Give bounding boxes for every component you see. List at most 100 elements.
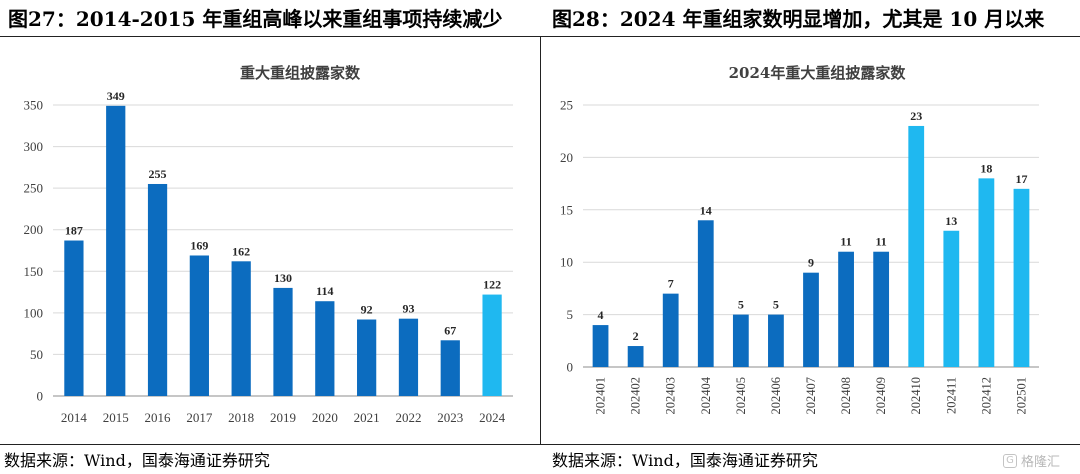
data-label: 9	[808, 256, 814, 270]
bar	[189, 255, 209, 396]
bar	[398, 318, 419, 396]
y-tick-label: 0	[37, 389, 44, 404]
data-label: 11	[840, 235, 851, 249]
bar	[908, 125, 925, 368]
bar	[768, 314, 784, 367]
x-tick-label: 2018	[228, 410, 254, 425]
bar	[147, 183, 168, 396]
data-label: 114	[316, 284, 333, 298]
bar	[231, 261, 251, 396]
data-label: 7	[668, 277, 674, 291]
x-tick-label: 202406	[769, 377, 783, 415]
right-source-note: 数据来源：Wind，国泰海通证券研究	[552, 451, 818, 470]
watermark: G 格隆汇	[1003, 451, 1060, 470]
y-tick-label: 250	[24, 181, 44, 196]
x-tick-label: 202411	[944, 377, 958, 414]
bar	[838, 251, 854, 367]
x-tick-label: 202404	[699, 376, 713, 414]
y-tick-label: 100	[24, 305, 44, 320]
x-tick-label: 2017	[186, 410, 213, 425]
right-chart-title: 2024年重大重组披露家数	[728, 64, 906, 82]
bar	[943, 230, 960, 367]
right-figure-title: 图28：2024 年重组家数明显增加，尤其是 10 月以来	[552, 7, 1045, 31]
bar	[106, 105, 126, 397]
x-tick-label: 202408	[839, 377, 853, 415]
panel-divider	[540, 37, 541, 444]
right-bar-chart: 0 5 10 15 20 25 4 202401 2 202402 7 202403 14 202404 5…	[560, 98, 1039, 415]
left-chart-title: 重大重组披露家数	[239, 64, 360, 82]
x-tick-label: 202409	[874, 377, 888, 415]
y-tick-label: 20	[560, 150, 573, 165]
y-tick-label: 350	[24, 98, 44, 113]
bar	[273, 287, 293, 396]
y-tick-label: 300	[24, 139, 44, 154]
left-bar-chart: 0 50 100 150 200 250 300 350 187 2014 349 2015 255 20…	[24, 89, 513, 425]
bar	[732, 314, 749, 367]
data-label: 17	[1015, 172, 1027, 186]
data-label: 13	[945, 214, 957, 228]
bar	[1013, 188, 1030, 367]
bar	[697, 220, 714, 367]
data-label: 162	[232, 244, 250, 258]
bar	[627, 346, 644, 367]
x-tick-label: 2023	[437, 410, 463, 425]
bar	[315, 301, 335, 396]
y-tick-label: 150	[24, 264, 44, 279]
x-tick-label: 2024	[479, 410, 506, 425]
x-tick-label: 2021	[354, 410, 380, 425]
data-label: 255	[149, 167, 167, 181]
data-label: 4	[598, 308, 604, 322]
data-label: 5	[773, 298, 779, 312]
x-tick-label: 2015	[103, 410, 129, 425]
data-label: 93	[402, 302, 414, 316]
y-tick-label: 15	[560, 202, 573, 217]
data-label: 92	[361, 303, 373, 317]
bar	[64, 240, 84, 396]
y-tick-label: 0	[567, 360, 574, 375]
bar	[357, 319, 377, 396]
watermark-text: 格隆汇	[1021, 455, 1061, 470]
bar	[978, 178, 995, 367]
x-tick-label: 202410	[909, 377, 923, 415]
x-tick-label: 2019	[270, 410, 296, 425]
data-label: 349	[107, 89, 125, 103]
gelonghui-logo-icon: G	[1003, 453, 1017, 468]
x-tick-label: 2014	[61, 410, 88, 425]
data-label: 169	[190, 238, 208, 252]
data-label: 18	[980, 161, 992, 175]
x-tick-label: 202412	[979, 377, 993, 415]
x-tick-label: 202401	[594, 377, 608, 415]
y-tick-label: 5	[567, 307, 574, 322]
bar	[873, 251, 890, 367]
y-tick-label: 10	[560, 255, 573, 270]
x-tick-label: 202402	[629, 377, 643, 415]
bar	[803, 272, 819, 367]
data-label: 5	[738, 298, 744, 312]
x-tick-label: 2022	[395, 410, 421, 425]
x-tick-label: 202407	[804, 377, 818, 415]
data-label: 130	[274, 271, 292, 285]
data-label: 23	[910, 109, 922, 123]
data-label: 187	[65, 224, 83, 238]
data-label: 122	[483, 278, 501, 292]
y-tick-label: 25	[560, 98, 573, 113]
bar	[592, 325, 609, 367]
bottom-rule	[0, 444, 1080, 445]
x-tick-label: 202405	[734, 377, 748, 415]
y-tick-label: 200	[24, 222, 44, 237]
data-label: 2	[633, 329, 639, 343]
data-label: 11	[875, 235, 886, 249]
bar	[482, 294, 502, 396]
y-tick-label: 50	[30, 347, 43, 362]
x-tick-label: 202403	[664, 377, 678, 415]
data-label: 67	[444, 323, 456, 337]
left-figure-title: 图27：2014-2015 年重组高峰以来重组事项持续减少	[8, 7, 503, 31]
top-rule	[0, 36, 1080, 37]
bar	[662, 293, 679, 367]
x-tick-label: 2016	[145, 410, 172, 425]
x-tick-label: 2020	[312, 410, 338, 425]
data-label: 14	[700, 203, 712, 217]
bar	[440, 340, 460, 396]
left-source-note: 数据来源：Wind，国泰海通证券研究	[4, 451, 270, 470]
x-tick-label: 202501	[1014, 377, 1028, 415]
